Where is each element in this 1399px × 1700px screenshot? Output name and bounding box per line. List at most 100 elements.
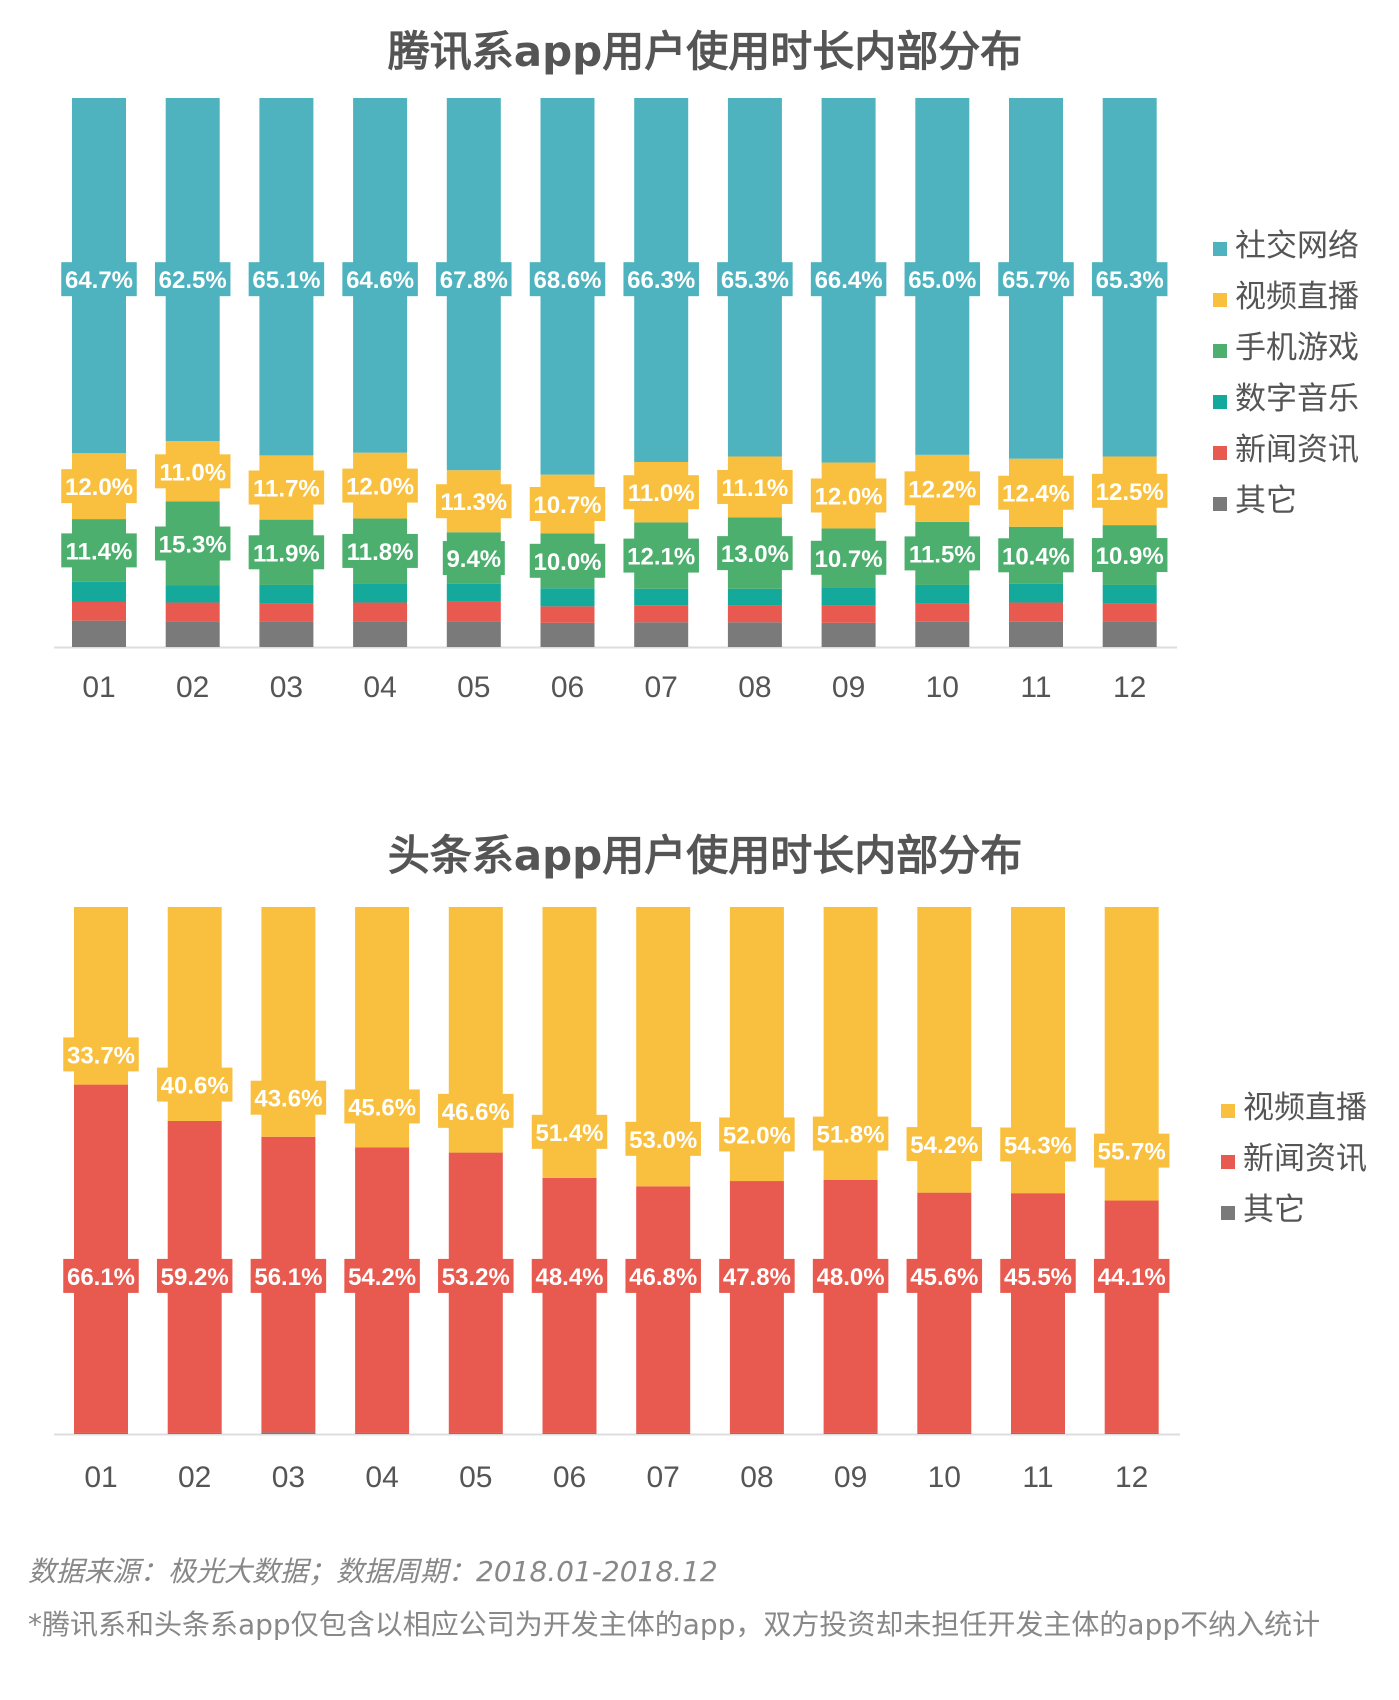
data-label: 40.6% <box>161 1073 229 1100</box>
legend-swatch <box>1221 1206 1235 1220</box>
bar-segment-5 <box>353 602 408 622</box>
x-tick-label: 08 <box>738 671 771 704</box>
data-label-box <box>625 1258 701 1293</box>
data-label: 12.0% <box>346 474 414 501</box>
x-tick-label: 10 <box>926 671 959 704</box>
data-label: 54.3% <box>1004 1133 1072 1160</box>
bar-segment-4 <box>727 588 782 606</box>
data-label: 43.6% <box>254 1086 322 1113</box>
stacked-bar-chart-1: 腾讯系app用户使用时长内部分布 01 02 03 04 05 06 07 08 09 10 11 12… <box>54 27 1359 704</box>
data-label: 11.5% <box>909 541 976 568</box>
bar-segment-6 <box>1009 621 1063 647</box>
data-label-box <box>812 1258 889 1293</box>
data-label: 66.3% <box>627 267 695 294</box>
x-tick-label: 01 <box>82 671 115 704</box>
data-label-box <box>438 1093 514 1128</box>
data-label: 10.7% <box>815 546 883 573</box>
data-label-box <box>248 535 325 570</box>
bar-segment-6 <box>821 622 876 647</box>
data-label-box <box>250 1080 327 1115</box>
bar-segment-4 <box>540 588 595 607</box>
legend-swatch <box>1213 497 1227 511</box>
bar-segment-3 <box>1104 1432 1159 1434</box>
data-label-box <box>156 1258 233 1293</box>
data-label-box <box>436 484 512 519</box>
x-tick-label: 03 <box>272 1461 305 1494</box>
data-label: 45.6% <box>348 1094 416 1121</box>
data-label: 66.4% <box>815 267 883 294</box>
legend-label: 数字音乐 <box>1235 381 1359 417</box>
legend-label: 新闻资讯 <box>1235 432 1359 468</box>
data-label: 11.8% <box>347 539 414 566</box>
data-label: 65.3% <box>721 267 789 294</box>
data-label: 53.2% <box>442 1264 510 1291</box>
bar-segment-5 <box>634 605 689 623</box>
bar-segment-3 <box>823 1432 878 1434</box>
data-label-box <box>1091 262 1168 297</box>
data-label-box <box>1000 1127 1076 1162</box>
data-label: 45.6% <box>910 1264 978 1291</box>
data-label-box <box>810 540 887 575</box>
data-label: 11.4% <box>66 538 133 565</box>
bar-segment-3 <box>917 1432 972 1434</box>
bar-segment-6 <box>1102 621 1157 647</box>
data-label-box <box>623 475 699 510</box>
legend-label: 新闻资讯 <box>1243 1141 1367 1177</box>
data-label: 10.7% <box>533 492 601 519</box>
chart-title: 头条系app用户使用时长内部分布 <box>388 831 1022 880</box>
data-label: 45.5% <box>1004 1264 1072 1291</box>
bar-segment-4 <box>1102 584 1157 604</box>
bar-segment-6 <box>915 621 970 647</box>
bar-segment-4 <box>353 583 408 603</box>
data-label: 55.7% <box>1098 1139 1166 1166</box>
bar-segment-6 <box>727 622 782 647</box>
data-label-box <box>1091 473 1168 508</box>
data-label: 12.0% <box>65 474 133 501</box>
x-tick-label: 09 <box>834 1461 867 1494</box>
footnote: *腾讯系和头条系app仅包含以相应公司为开发主体的app，双方投资却未担任开发主… <box>28 1608 1321 1641</box>
data-label-box <box>61 469 137 504</box>
x-tick-label: 11 <box>1020 671 1051 704</box>
legend-swatch <box>1221 1155 1235 1169</box>
bar-segment-2 <box>542 1177 597 1433</box>
data-label-box <box>61 533 137 568</box>
x-tick-label: 03 <box>270 671 303 704</box>
bar-segment-6 <box>353 621 408 647</box>
x-tick-label: 06 <box>551 671 584 704</box>
data-label: 66.1% <box>67 1264 135 1291</box>
bar-segment-2 <box>1104 1200 1159 1433</box>
data-label: 62.5% <box>159 267 227 294</box>
data-label: 12.4% <box>1002 481 1070 508</box>
bar-segment-3 <box>542 1432 597 1434</box>
data-label-box <box>810 262 887 297</box>
data-label: 9.4% <box>446 546 501 573</box>
data-label: 56.1% <box>254 1264 322 1291</box>
data-label-box <box>717 536 793 571</box>
legend-label: 手机游戏 <box>1235 330 1359 366</box>
data-label: 11.0% <box>628 480 695 507</box>
data-label-box <box>63 1258 139 1293</box>
x-tick-label: 10 <box>928 1461 961 1494</box>
bar-segment-3 <box>74 1432 128 1434</box>
data-label: 11.1% <box>722 475 789 502</box>
data-label-box <box>531 1114 608 1149</box>
data-label-box <box>529 262 606 297</box>
x-tick-label: 02 <box>178 1461 211 1494</box>
bar-segment-5 <box>446 601 501 622</box>
data-label-box <box>717 469 793 504</box>
bar-segment-3 <box>636 1432 691 1434</box>
data-label: 65.7% <box>1002 267 1070 294</box>
data-label: 11.3% <box>440 489 507 516</box>
bar-segment-5 <box>165 602 220 622</box>
bar-segment-5 <box>540 606 595 623</box>
bar-segment-3 <box>729 1432 784 1434</box>
x-tick-label: 12 <box>1113 671 1146 704</box>
stacked-bar-chart-2: 头条系app用户使用时长内部分布 01 02 03 04 05 06 07 08 09 10 11 12… <box>54 831 1367 1494</box>
data-label: 64.6% <box>346 267 414 294</box>
data-label: 54.2% <box>910 1132 978 1159</box>
bar-segment-4 <box>259 584 314 604</box>
bar-segment-6 <box>446 621 501 647</box>
x-tick-label: 07 <box>647 1461 680 1494</box>
data-label-box <box>436 262 512 297</box>
